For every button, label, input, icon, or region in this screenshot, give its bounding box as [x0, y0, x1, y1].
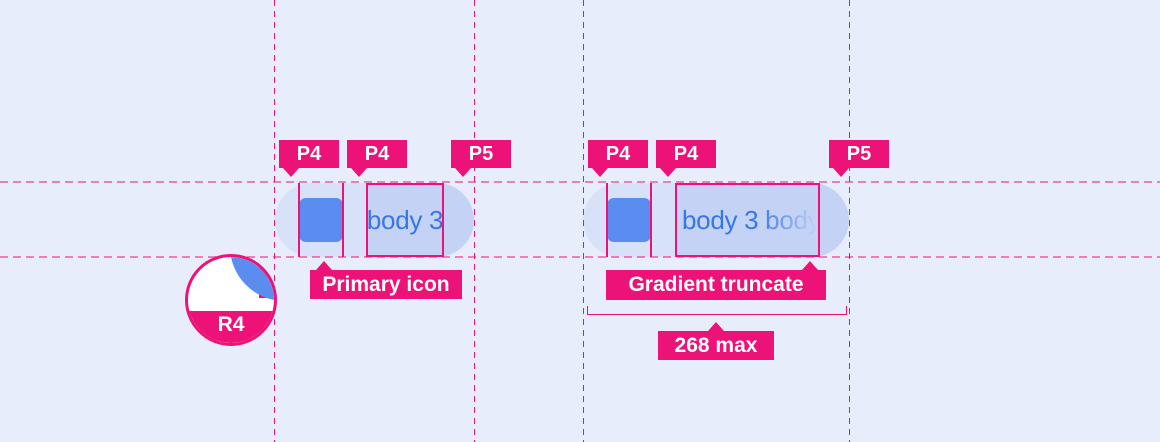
- measure-line-icon-start: [298, 183, 300, 257]
- rounded-corner-icon: [231, 257, 274, 300]
- chip-label-truncated: body 3 body: [682, 204, 821, 235]
- text-measure-box: [675, 183, 820, 257]
- primary-icon: [607, 198, 651, 242]
- chip-primary-icon[interactable]: body 3: [275, 183, 474, 257]
- chip-label: body 3: [366, 204, 444, 235]
- max-width-bracket: [587, 306, 847, 315]
- horizontal-guide: [0, 181, 1160, 183]
- tag-pad-start: P4: [279, 140, 339, 177]
- callout-primary-icon: Primary icon: [310, 261, 462, 299]
- tag-pad-start: P4: [588, 140, 648, 177]
- radius-label: R4: [188, 311, 274, 343]
- vertical-guide: [583, 0, 584, 442]
- measure-line-icon-end: [342, 183, 344, 257]
- text-measure-box: [366, 183, 444, 257]
- vertical-guide: [274, 0, 275, 442]
- chip-gradient-truncate[interactable]: body 3 body: [583, 183, 849, 257]
- tag-max-width: 268 max: [658, 322, 774, 360]
- vertical-guide: [474, 0, 475, 442]
- callout-gradient-truncate: Gradient truncate: [606, 261, 826, 300]
- tag-pad-end: P5: [451, 140, 511, 177]
- tag-pad-gap: P4: [656, 140, 716, 177]
- primary-icon: [299, 198, 343, 242]
- measure-line-icon-end: [650, 183, 652, 257]
- horizontal-guide: [0, 256, 1160, 258]
- tag-pad-end: P5: [829, 140, 889, 177]
- tag-pad-gap: P4: [347, 140, 407, 177]
- measure-line-icon-start: [606, 183, 608, 257]
- vertical-guide: [849, 0, 850, 442]
- radius-magnifier: R4: [185, 254, 277, 346]
